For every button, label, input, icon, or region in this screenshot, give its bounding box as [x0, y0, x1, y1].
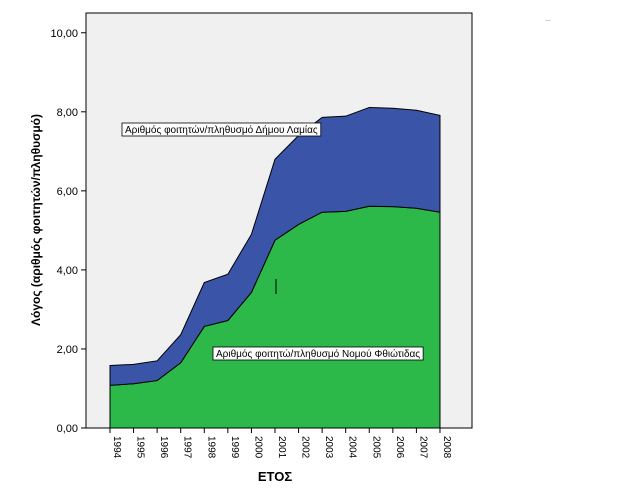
- x-tick-label: 1998: [205, 436, 216, 459]
- x-tick-label: 1995: [135, 436, 146, 459]
- x-tick-label: 2008: [441, 436, 452, 459]
- x-axis: 1994 1995 1996 1997 1998 1999 2000 2001 2002 2003…: [86, 427, 472, 459]
- corner-mark: ...: [545, 16, 551, 23]
- x-tick-label: 2002: [300, 436, 311, 459]
- x-tick-label: 2006: [394, 436, 405, 459]
- x-tick-label: 1997: [182, 436, 193, 459]
- x-tick-label: 2003: [323, 436, 334, 459]
- y-tick-label: 4,00: [57, 265, 78, 277]
- x-tick-label: 1994: [111, 436, 122, 459]
- area-series-1: [109, 106, 441, 386]
- x-tick-label: 2005: [370, 436, 381, 459]
- x-tick-label: 2001: [276, 436, 287, 459]
- y-axis: 0,00 2,00 4,00 6,00 8,00 10,00: [50, 13, 87, 435]
- annotation-fthiotida-box: [212, 346, 424, 361]
- x-tick-label: 2007: [417, 436, 428, 459]
- y-tick-label: 0,00: [57, 423, 78, 435]
- annotation-lamia-text: Αριθμός φοιτητών/πληθυσμό Δήμου Λαμίας: [125, 124, 318, 136]
- annotation-lamia-box: [121, 122, 322, 137]
- x-tick-label: 1999: [229, 436, 240, 459]
- y-tick-label: 2,00: [57, 344, 78, 356]
- y-tick-label: 8,00: [57, 107, 78, 119]
- annotation-lamia: Αριθμός φοιτητών/πληθυσμό Δήμου Λαμίας: [121, 122, 322, 137]
- y-tick-label: 6,00: [57, 186, 78, 198]
- x-tick-label: 1996: [158, 436, 169, 459]
- y-axis-title: Λόγος (αριθμός φοιτητών/πληθυσμό): [29, 114, 43, 326]
- x-axis-title: ΕΤΟΣ: [258, 469, 292, 484]
- x-tick-label: 2004: [347, 436, 358, 459]
- annotation-fthiotida: Αριθμός φοιτητώ/πληθυσμό Νομού Φθιώτιδας: [212, 346, 424, 361]
- annotation-fthiotida-text: Αριθμός φοιτητώ/πληθυσμό Νομού Φθιώτιδας: [216, 348, 420, 360]
- x-tick-label: 2000: [252, 436, 263, 459]
- y-tick-label: 10,00: [50, 28, 78, 40]
